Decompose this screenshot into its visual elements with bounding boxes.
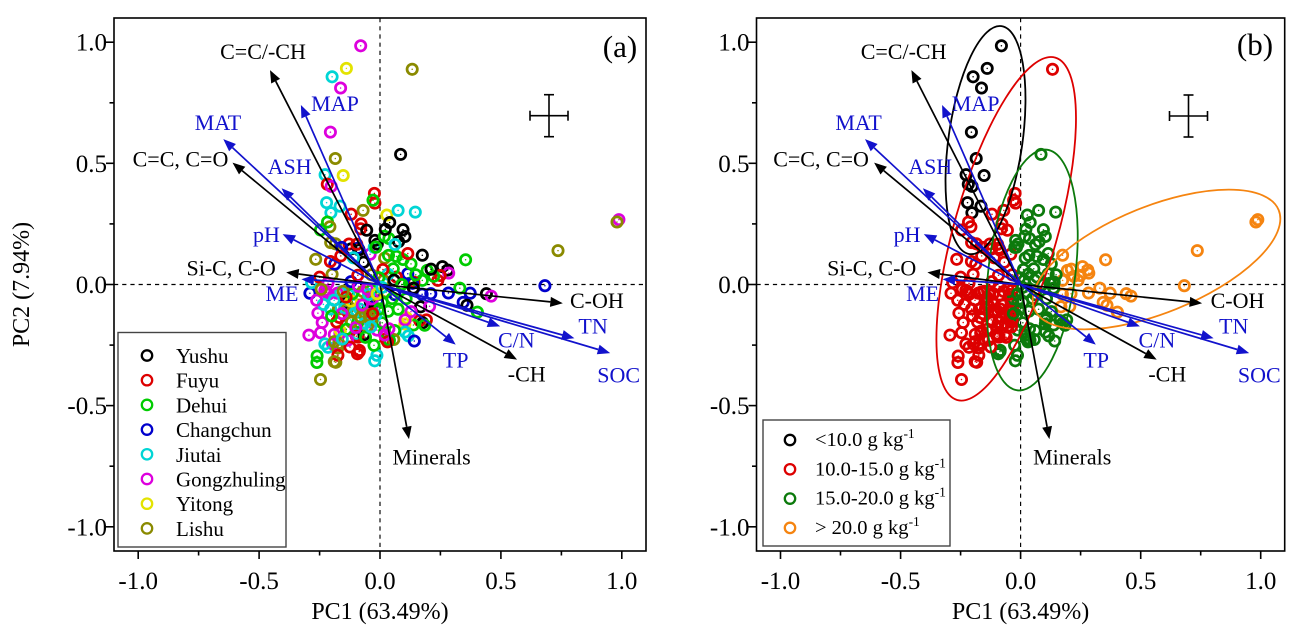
svg-text:1.0: 1.0 <box>606 568 637 595</box>
svg-text:-1.0: -1.0 <box>761 568 801 595</box>
svg-text:(b): (b) <box>1237 27 1273 62</box>
svg-text:Dehui: Dehui <box>176 393 227 417</box>
svg-text:pH: pH <box>253 222 280 247</box>
svg-text:1.0: 1.0 <box>1245 568 1276 595</box>
svg-text:Jiutai: Jiutai <box>176 443 222 467</box>
svg-text:-1.0: -1.0 <box>710 514 750 541</box>
svg-text:Minerals: Minerals <box>1033 445 1111 470</box>
svg-text:C=C/-CH: C=C/-CH <box>861 39 947 64</box>
svg-text:TN: TN <box>1219 313 1248 338</box>
svg-text:Minerals: Minerals <box>392 445 470 470</box>
svg-text:-0.5: -0.5 <box>239 568 279 595</box>
svg-text:Fuyu: Fuyu <box>176 369 220 393</box>
svg-text:1.0: 1.0 <box>718 30 749 57</box>
svg-text:0.5: 0.5 <box>76 151 107 178</box>
svg-text:Si-C, C-O: Si-C, C-O <box>186 255 275 280</box>
svg-text:C/N: C/N <box>1139 328 1176 353</box>
svg-text:-1.0: -1.0 <box>67 514 107 541</box>
svg-text:ME: ME <box>906 281 939 306</box>
svg-text:0.0: 0.0 <box>364 568 395 595</box>
svg-text:-CH: -CH <box>1148 362 1186 387</box>
svg-text:C-OH: C-OH <box>570 288 624 313</box>
svg-text:15.0-20.0 g kg-1: 15.0-20.0 g kg-1 <box>815 485 946 510</box>
svg-text:SOC: SOC <box>1238 363 1281 388</box>
svg-text:C/N: C/N <box>498 328 535 353</box>
svg-text:Si-C, C-O: Si-C, C-O <box>827 255 916 280</box>
svg-text:(a): (a) <box>603 29 637 64</box>
svg-text:10.0-15.0 g kg-1: 10.0-15.0 g kg-1 <box>815 455 946 480</box>
svg-text:-0.5: -0.5 <box>881 568 921 595</box>
svg-text:MAP: MAP <box>952 91 1000 116</box>
svg-text:0.5: 0.5 <box>1125 568 1156 595</box>
svg-text:pH: pH <box>894 222 921 247</box>
svg-text:Yushu: Yushu <box>176 344 229 368</box>
svg-text:C=C, C=O: C=C, C=O <box>773 146 869 171</box>
svg-text:0.5: 0.5 <box>485 568 516 595</box>
svg-text:MAT: MAT <box>835 110 882 135</box>
svg-text:ASH: ASH <box>908 154 952 179</box>
svg-text:Yitong: Yitong <box>176 492 234 516</box>
svg-text:Lishu: Lishu <box>176 517 224 541</box>
svg-text:-0.5: -0.5 <box>67 393 107 420</box>
svg-text:-1.0: -1.0 <box>118 568 158 595</box>
svg-text:0.0: 0.0 <box>1005 568 1036 595</box>
svg-text:<10.0 g kg-1: <10.0 g kg-1 <box>815 426 915 451</box>
svg-text:> 20.0 g kg-1: > 20.0 g kg-1 <box>815 514 920 539</box>
svg-text:C=C/-CH: C=C/-CH <box>220 39 306 64</box>
svg-text:C-OH: C-OH <box>1211 288 1265 313</box>
svg-text:MAP: MAP <box>311 91 359 116</box>
svg-text:TP: TP <box>443 348 469 373</box>
svg-text:0.0: 0.0 <box>718 272 749 299</box>
svg-text:0.5: 0.5 <box>718 151 749 178</box>
svg-text:MAT: MAT <box>195 110 242 135</box>
svg-text:PC1 (63.49%): PC1 (63.49%) <box>952 599 1089 625</box>
svg-text:1.0: 1.0 <box>76 30 107 57</box>
svg-text:Gongzhuling: Gongzhuling <box>176 468 286 492</box>
svg-text:0.0: 0.0 <box>76 272 107 299</box>
svg-text:-0.5: -0.5 <box>710 393 750 420</box>
svg-text:PC2 (7.94%): PC2 (7.94%) <box>9 222 35 347</box>
svg-text:Changchun: Changchun <box>176 418 272 442</box>
svg-text:C=C, C=O: C=C, C=O <box>133 146 229 171</box>
svg-text:TN: TN <box>578 313 607 338</box>
svg-text:ASH: ASH <box>268 154 312 179</box>
svg-text:ME: ME <box>266 281 299 306</box>
svg-text:PC1 (63.49%): PC1 (63.49%) <box>311 599 448 625</box>
svg-text:TP: TP <box>1083 348 1109 373</box>
svg-text:-CH: -CH <box>508 362 546 387</box>
svg-text:SOC: SOC <box>597 363 640 388</box>
